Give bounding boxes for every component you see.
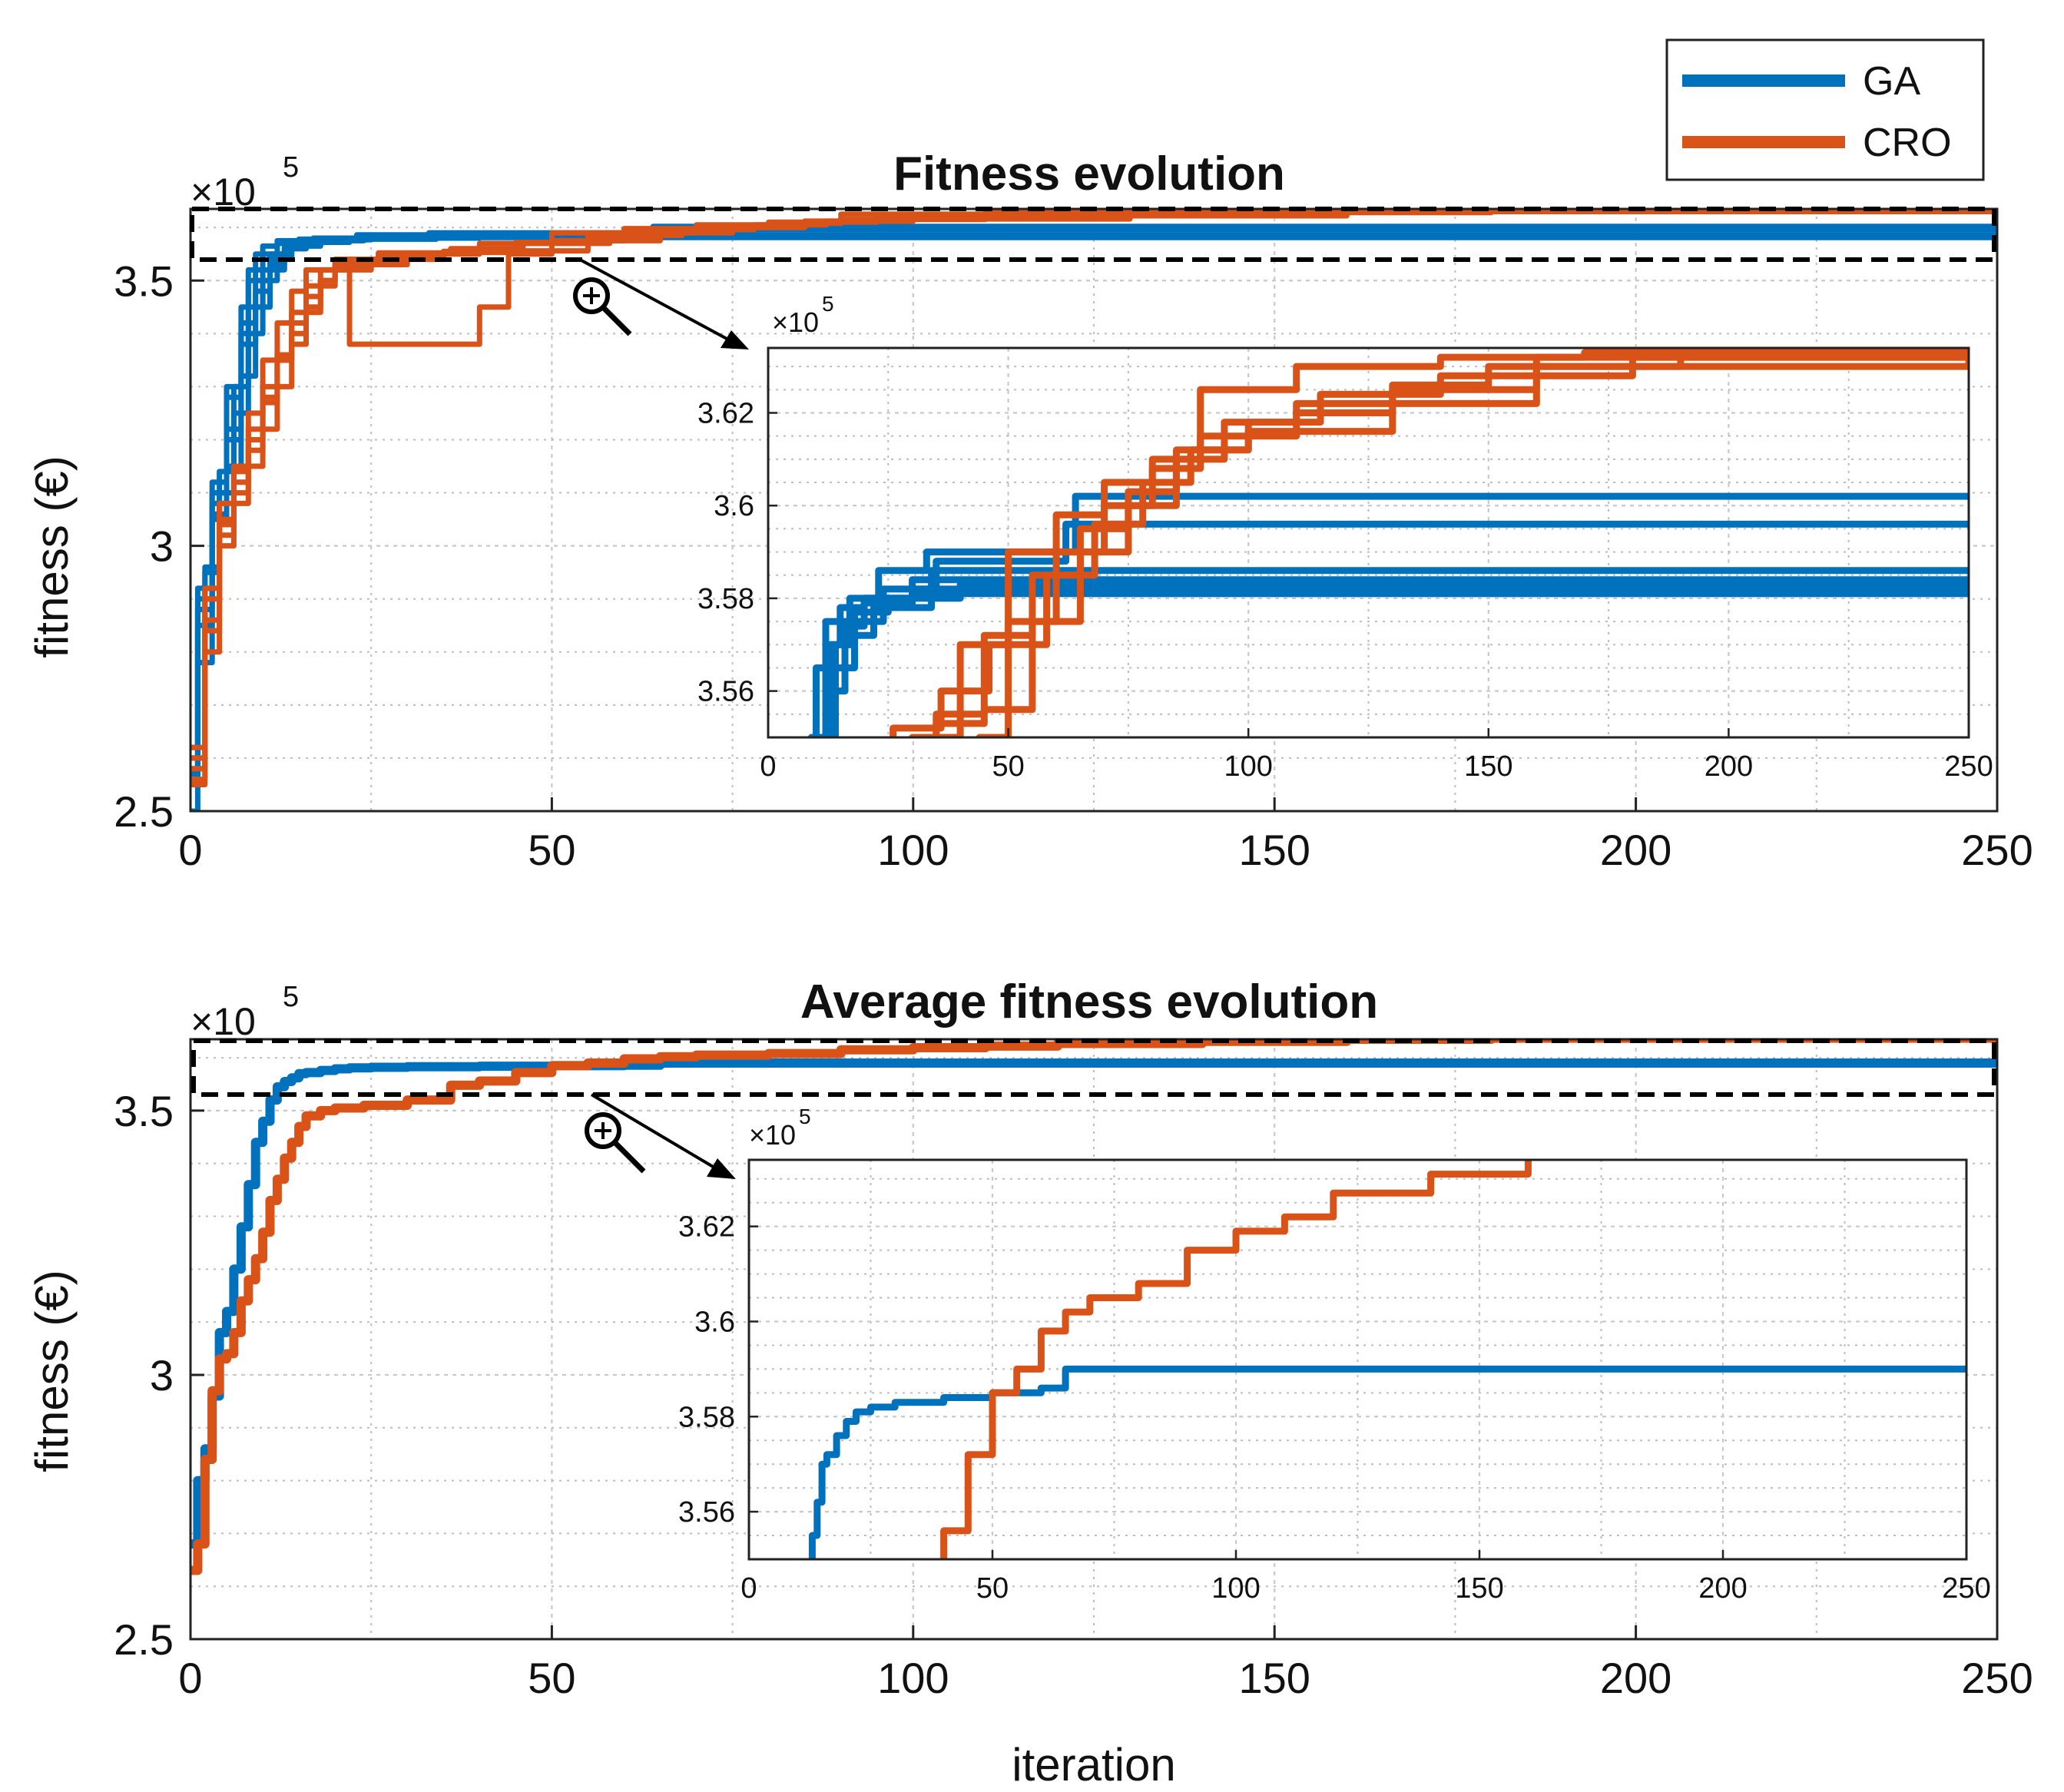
x-tick-label: 50 [528,1654,575,1702]
inset-y-exponent-label: ×10 [772,306,819,338]
x-tick-label: 100 [877,1654,949,1702]
x-tick-label: 200 [1600,1654,1671,1702]
x-tick-label: 50 [528,826,575,874]
inset-x-tick-label: 250 [1942,1572,1990,1605]
y-tick-label: 2.5 [114,1615,174,1664]
inset-x-tick-label: 150 [1455,1572,1503,1605]
inset-y-tick-label: 3.62 [678,1211,735,1244]
x-tick-label: 150 [1238,826,1310,874]
inset-y-tick-label: 3.62 [697,398,754,430]
legend: GA CRO [1667,40,1983,180]
y-exponent-label: ×10 [190,1000,256,1043]
x-tick-label: 250 [1961,1654,2033,1702]
legend-label-ga: GA [1863,59,1920,104]
inset-x-tick-label: 200 [1698,1572,1747,1605]
x-tick-label: 0 [178,1654,202,1702]
inset-y-exponent-power: 5 [822,292,834,316]
y-tick-label: 3 [150,522,174,571]
inset-x-tick-label: 100 [1211,1572,1260,1605]
y-tick-label: 3.5 [114,1087,174,1135]
x-tick-label: 250 [1961,826,2033,874]
inset-x-tick-label: 50 [992,750,1024,783]
y-exponent-power: 5 [283,151,299,184]
inset-y-tick-label: 3.58 [678,1401,735,1433]
y-tick-label: 2.5 [114,787,174,836]
y-exponent-power: 5 [283,981,299,1013]
inset-x-tick-label: 0 [760,750,776,783]
y-axis-title: fitness (€) [26,455,78,658]
x-tick-label: 0 [178,826,202,874]
y-tick-label: 3 [150,1351,174,1399]
legend-label-cro: CRO [1863,121,1952,165]
y-axis-title: fitness (€) [26,1270,78,1472]
y-tick-label: 3.5 [114,257,174,305]
inset-x-tick-label: 0 [740,1572,757,1605]
inset-y-tick-label: 3.6 [714,490,754,522]
x-axis-title: iteration [1012,1739,1175,1790]
chart-title: Average fitness evolution [800,975,1378,1028]
inset-x-tick-label: 250 [1944,750,1993,783]
inset-x-tick-label: 50 [976,1572,1009,1605]
inset-y-exponent-power: 5 [799,1105,811,1128]
inset-y-tick-label: 3.56 [678,1496,735,1529]
figure-canvas: GA CRO Fitness evolution ×10 5 fitness (… [0,0,2064,1792]
inset-y-tick-label: 3.56 [697,676,754,708]
x-tick-label: 150 [1238,1654,1310,1702]
x-tick-label: 100 [877,826,949,874]
inset-y-tick-label: 3.58 [697,583,754,615]
chart-title: Fitness evolution [893,147,1285,200]
inset-x-tick-label: 150 [1464,750,1512,783]
inset-y-tick-label: 3.6 [694,1306,735,1338]
x-tick-label: 200 [1600,826,1671,874]
inset-x-tick-label: 100 [1224,750,1272,783]
inset-y-exponent-label: ×10 [749,1119,796,1151]
inset-x-tick-label: 200 [1705,750,1753,783]
